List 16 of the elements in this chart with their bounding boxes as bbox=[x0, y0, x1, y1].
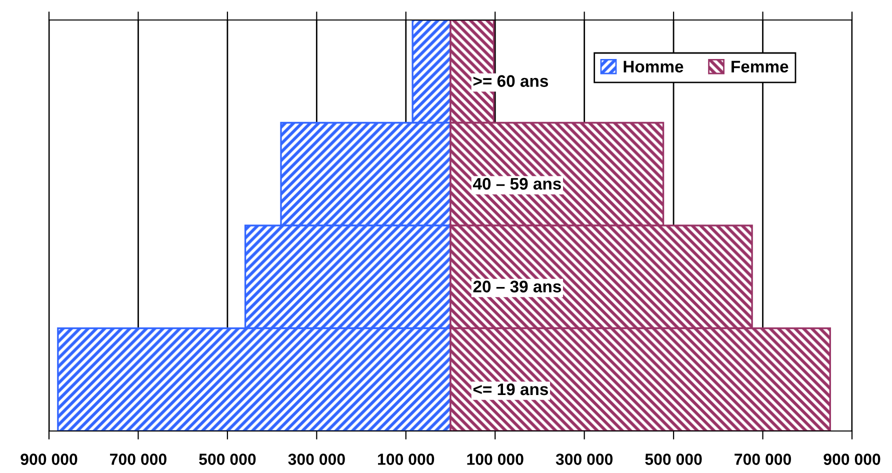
x-tick-label: 700 000 bbox=[110, 454, 166, 465]
x-tick-label: 500 000 bbox=[199, 454, 256, 465]
x-tick-label: 300 000 bbox=[556, 454, 613, 465]
y-tick-label: <= 19 ans bbox=[473, 383, 548, 396]
x-tick-label: 100 000 bbox=[467, 454, 524, 465]
y-tick-label: 20 – 39 ans bbox=[473, 280, 561, 292]
x-tick-label: 300 000 bbox=[288, 454, 345, 465]
x-tick-label: 100 000 bbox=[378, 454, 434, 465]
x-tick-label: 900 000 bbox=[20, 454, 78, 465]
legend-label: Femme bbox=[732, 60, 788, 72]
x-tick-label: 900 000 bbox=[824, 454, 880, 465]
legend-label: Homme bbox=[624, 60, 684, 72]
y-tick-label: >= 60 ans bbox=[473, 75, 548, 87]
x-tick-label: 500 000 bbox=[645, 454, 702, 465]
x-tick-label: 700 000 bbox=[734, 454, 791, 465]
y-tick-label: 40 – 59 ans bbox=[472, 178, 561, 190]
